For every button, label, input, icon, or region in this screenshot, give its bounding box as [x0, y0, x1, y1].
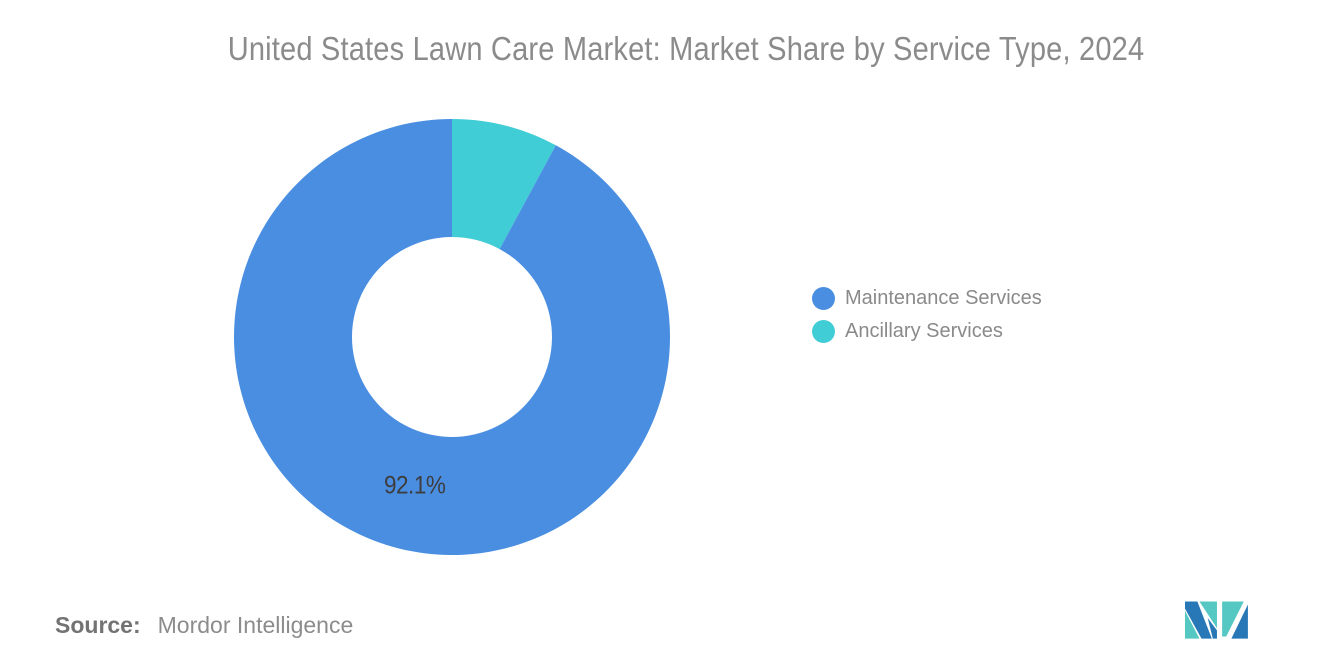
source-line: Source: Mordor Intelligence: [55, 612, 353, 639]
legend-item-maintenance-services: Maintenance Services: [812, 287, 1042, 310]
mordor-intelligence-logo: [1185, 601, 1248, 639]
source-value: Mordor Intelligence: [157, 612, 354, 638]
chart-legend: Maintenance Services Ancillary Services: [812, 287, 1042, 343]
slice-data-label: 92.1%: [384, 471, 446, 499]
source-label: Source:: [55, 612, 141, 638]
logo-blue-corner-shape: [1207, 617, 1217, 639]
slice-ancillary-services: [452, 119, 556, 250]
legend-swatch-ancillary-icon: [812, 320, 835, 343]
logo-blue-right-bar-shape: [1231, 604, 1248, 639]
slice-maintenance-services: [233, 119, 670, 555]
legend-label-ancillary: Ancillary Services: [845, 320, 1003, 342]
logo-teal-right-band-shape: [1222, 601, 1244, 637]
donut-slices: [233, 119, 670, 555]
legend-label-maintenance: Maintenance Services: [845, 287, 1042, 309]
logo-teal-bottom-left-shape: [1185, 610, 1200, 639]
legend-swatch-maintenance-icon: [812, 287, 835, 310]
chart-title: United States Lawn Care Market: Market S…: [227, 30, 1145, 67]
donut-chart: 92.1%: [233, 119, 670, 555]
legend-item-ancillary-services: Ancillary Services: [812, 320, 1042, 343]
logo-blue-diagonal-shape: [1185, 601, 1212, 639]
logo-teal-top-right-shape: [1199, 601, 1217, 629]
